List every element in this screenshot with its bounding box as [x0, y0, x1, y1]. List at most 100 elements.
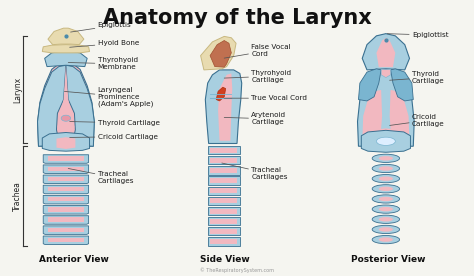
Polygon shape: [57, 65, 74, 145]
Text: Cricoid
Cartilage: Cricoid Cartilage: [390, 114, 445, 127]
Ellipse shape: [379, 176, 393, 181]
Ellipse shape: [379, 227, 393, 232]
Polygon shape: [208, 187, 240, 195]
Polygon shape: [208, 207, 240, 215]
Polygon shape: [205, 70, 242, 144]
Polygon shape: [208, 176, 240, 185]
Ellipse shape: [372, 164, 400, 172]
Text: Anterior View: Anterior View: [39, 255, 109, 264]
Ellipse shape: [379, 156, 393, 161]
Polygon shape: [208, 237, 240, 246]
Polygon shape: [43, 175, 89, 184]
Text: © TheRespiratorySystem.com: © TheRespiratorySystem.com: [200, 267, 274, 273]
Ellipse shape: [372, 215, 400, 223]
Polygon shape: [218, 73, 232, 141]
Polygon shape: [208, 217, 240, 225]
Ellipse shape: [61, 115, 71, 121]
Ellipse shape: [372, 205, 400, 213]
Polygon shape: [210, 198, 237, 203]
Ellipse shape: [372, 225, 400, 233]
Polygon shape: [37, 62, 94, 146]
Polygon shape: [43, 165, 89, 173]
Polygon shape: [210, 148, 237, 153]
Text: True Vocal Cord: True Vocal Cord: [224, 95, 307, 101]
Polygon shape: [43, 236, 89, 245]
Polygon shape: [208, 146, 240, 154]
Polygon shape: [208, 227, 240, 235]
Polygon shape: [210, 41, 231, 67]
Polygon shape: [210, 219, 237, 224]
Polygon shape: [372, 128, 400, 144]
Polygon shape: [43, 216, 89, 224]
Polygon shape: [362, 90, 382, 144]
Text: Hyoid Bone: Hyoid Bone: [70, 40, 139, 47]
Polygon shape: [48, 156, 84, 161]
Ellipse shape: [372, 235, 400, 244]
Polygon shape: [66, 65, 94, 146]
Polygon shape: [210, 209, 237, 214]
Text: Trachea: Trachea: [13, 181, 22, 211]
Polygon shape: [208, 197, 240, 205]
Polygon shape: [37, 65, 66, 146]
Polygon shape: [210, 239, 237, 244]
Polygon shape: [48, 166, 84, 171]
Ellipse shape: [379, 197, 393, 201]
Polygon shape: [48, 217, 84, 222]
Polygon shape: [208, 166, 240, 174]
Polygon shape: [48, 238, 84, 242]
Ellipse shape: [379, 166, 393, 171]
Polygon shape: [201, 36, 236, 70]
Text: Arytenoid
Cartilage: Arytenoid Cartilage: [224, 112, 286, 125]
Ellipse shape: [372, 154, 400, 163]
Polygon shape: [43, 226, 89, 234]
Polygon shape: [210, 229, 237, 234]
Text: Thyrohyoid
Membrane: Thyrohyoid Membrane: [68, 57, 138, 70]
Ellipse shape: [376, 137, 395, 145]
Text: Side View: Side View: [201, 255, 250, 264]
Polygon shape: [43, 195, 89, 204]
Text: Thyroid Cartilage: Thyroid Cartilage: [70, 120, 160, 126]
Text: Larynx: Larynx: [13, 77, 22, 103]
Polygon shape: [381, 69, 391, 78]
Ellipse shape: [379, 187, 393, 191]
Ellipse shape: [372, 195, 400, 203]
Ellipse shape: [372, 174, 400, 183]
Polygon shape: [48, 207, 84, 212]
Ellipse shape: [379, 217, 393, 221]
Polygon shape: [210, 158, 237, 163]
Ellipse shape: [379, 237, 393, 242]
Text: Epiglottis: Epiglottis: [71, 22, 131, 32]
Polygon shape: [390, 90, 410, 144]
Polygon shape: [361, 130, 410, 152]
Text: Tracheal
Cartilages: Tracheal Cartilages: [222, 163, 288, 180]
Polygon shape: [357, 69, 414, 146]
Text: Thyrohyoid
Cartilage: Thyrohyoid Cartilage: [224, 70, 292, 83]
Polygon shape: [48, 177, 84, 181]
Polygon shape: [376, 38, 395, 67]
Polygon shape: [391, 69, 413, 101]
Polygon shape: [210, 188, 237, 193]
Polygon shape: [48, 227, 84, 232]
Text: Laryngeal
Prominence
(Adam's Apple): Laryngeal Prominence (Adam's Apple): [64, 87, 153, 107]
Polygon shape: [42, 132, 90, 151]
Polygon shape: [362, 34, 410, 70]
Text: False Vocal
Cord: False Vocal Cord: [224, 44, 291, 58]
Ellipse shape: [372, 185, 400, 193]
Polygon shape: [48, 197, 84, 201]
Polygon shape: [43, 206, 89, 214]
Polygon shape: [358, 69, 381, 101]
Text: Posterior View: Posterior View: [351, 255, 426, 264]
Polygon shape: [216, 87, 226, 101]
Text: Epiglottist: Epiglottist: [387, 32, 448, 38]
Polygon shape: [43, 155, 89, 163]
Polygon shape: [45, 51, 87, 67]
Text: Cricoid Cartilage: Cricoid Cartilage: [70, 134, 157, 140]
Text: Tracheal
Cartilages: Tracheal Cartilages: [68, 168, 134, 184]
Polygon shape: [48, 28, 84, 45]
Text: Anatomy of the Larynx: Anatomy of the Larynx: [103, 7, 371, 28]
Polygon shape: [210, 168, 237, 173]
Polygon shape: [43, 185, 89, 194]
Polygon shape: [210, 178, 237, 183]
Polygon shape: [42, 45, 90, 53]
Polygon shape: [208, 156, 240, 164]
